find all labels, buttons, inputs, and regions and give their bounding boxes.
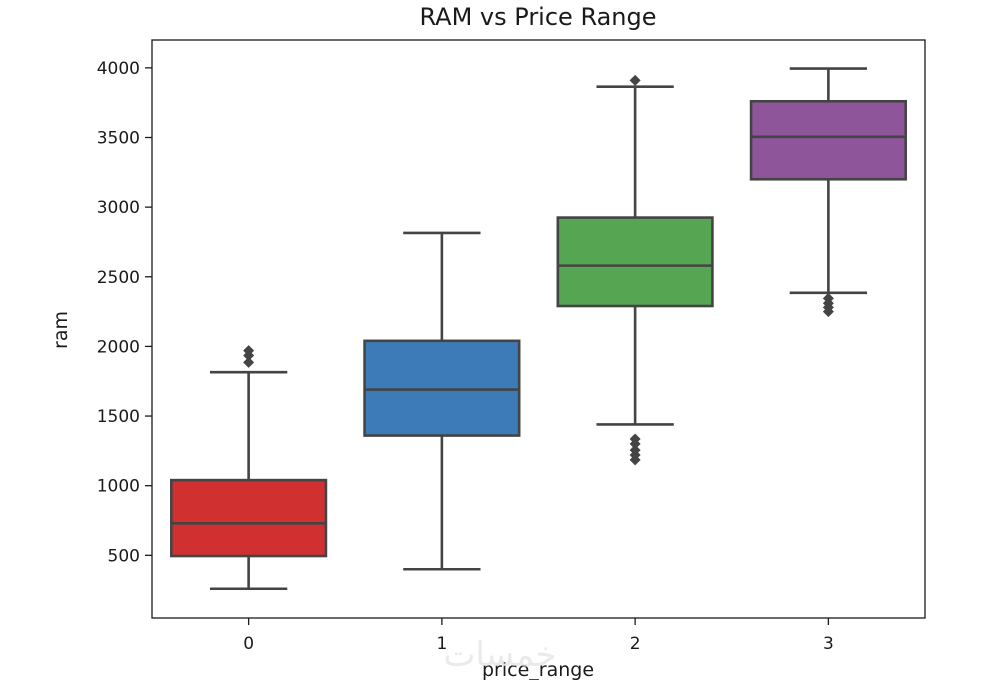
y-tick-label: 500 (108, 546, 140, 566)
outlier-point (243, 356, 255, 368)
x-tick-label: 3 (823, 634, 834, 654)
x-tick-label: 0 (243, 634, 254, 654)
y-tick-label: 1000 (97, 477, 140, 497)
y-tick-label: 3000 (97, 198, 140, 218)
outlier-point (629, 74, 641, 86)
y-axis-label: ram (50, 311, 72, 349)
x-tick-label: 1 (436, 634, 447, 654)
outlier-point (243, 345, 255, 357)
box-3 (749, 99, 907, 181)
outlier-point (822, 292, 834, 304)
box-1 (363, 339, 521, 437)
y-tick-label: 4000 (97, 59, 140, 79)
x-axis-label: price_range (482, 659, 594, 680)
outlier-point (629, 433, 641, 445)
watermark-text: خمسات (443, 635, 556, 675)
box-0 (170, 478, 328, 558)
y-tick-label: 1500 (97, 407, 140, 427)
axes-frame (151, 39, 926, 619)
box-2 (556, 216, 714, 308)
y-tick-label: 2500 (97, 268, 140, 288)
y-tick-label: 3500 (97, 128, 140, 148)
outlier-point (629, 444, 641, 456)
plot-area: 500 1000 1500 2000 2500 3000 3500 4000 0 1 2 3 (97, 39, 926, 654)
chart-title: RAM vs Price Range (419, 3, 656, 31)
y-tick-label: 2000 (97, 337, 140, 357)
x-tick-label: 2 (630, 634, 641, 654)
